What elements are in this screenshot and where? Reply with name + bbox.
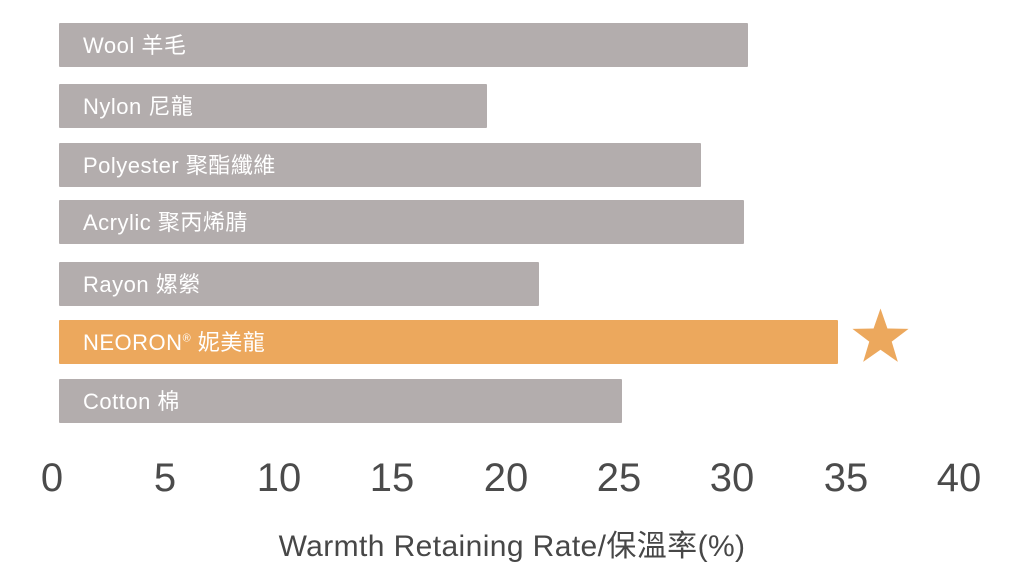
x-axis-title: Warmth Retaining Rate/保溫率(%) [278,530,746,563]
x-axis-tick-20: 20 [483,456,529,500]
x-axis-tick-30: 30 [709,456,755,500]
bar-label: Nylon 尼龍 [83,94,194,119]
x-axis-tick-0: 0 [40,456,64,500]
bar-label: NEORON® 妮美龍 [83,330,266,355]
bar-label: Cotton 棉 [83,389,180,414]
bar-label: Rayon 嫘縈 [83,272,201,297]
x-axis-tick-5: 5 [153,456,177,500]
bar-label: Wool 羊毛 [83,33,187,58]
x-axis-tick-10: 10 [256,456,302,500]
x-axis-tick-40: 40 [936,456,982,500]
bar-wool: Wool 羊毛 [59,23,748,67]
bar-cotton: Cotton 棉 [59,379,622,423]
bar-polyester: Polyester 聚酯纖維 [59,143,701,187]
bar-label: Polyester 聚酯纖維 [83,153,276,178]
x-axis-tick-35: 35 [823,456,869,500]
bar-nylon: Nylon 尼龍 [59,84,487,128]
x-axis-tick-25: 25 [596,456,642,500]
star-icon [851,307,910,369]
x-axis-tick-15: 15 [369,456,415,500]
bar-neoron: NEORON® 妮美龍 [59,320,838,364]
bar-rayon: Rayon 嫘縈 [59,262,539,306]
bar-acrylic: Acrylic 聚丙烯腈 [59,200,744,244]
bar-label: Acrylic 聚丙烯腈 [83,210,248,235]
